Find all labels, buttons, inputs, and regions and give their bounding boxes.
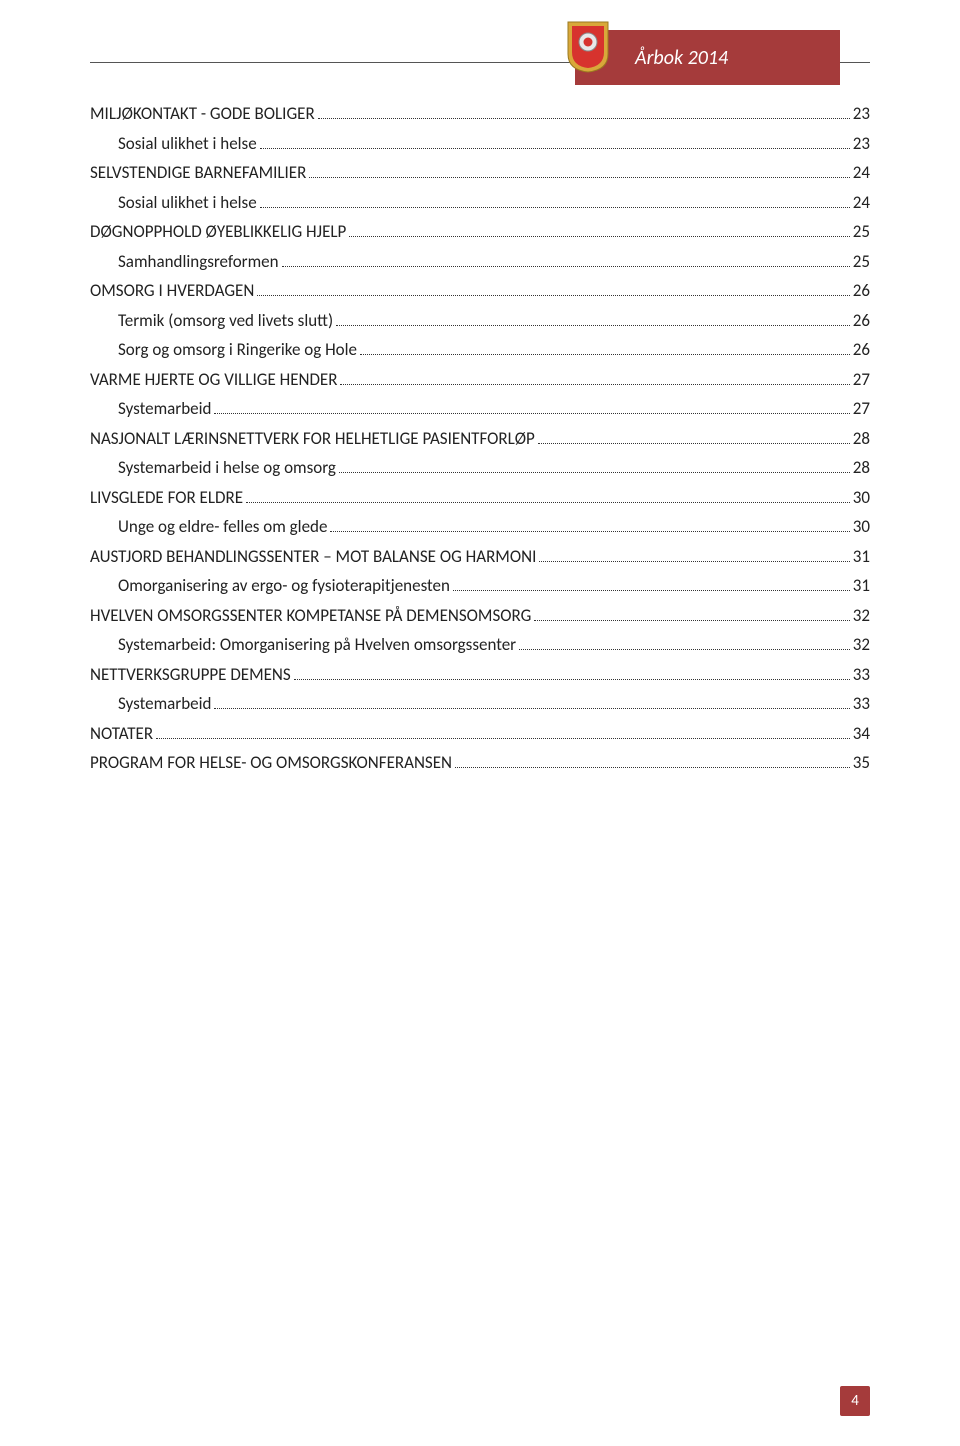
toc-entry[interactable]: Termik (omsorg ved livets slutt) 26 (90, 312, 870, 329)
toc-entry-page: 30 (853, 489, 870, 506)
toc-entry-page: 27 (853, 371, 870, 388)
toc-leader-dots (538, 443, 850, 444)
toc-leader-dots (260, 207, 850, 208)
toc-entry[interactable]: OMSORG I HVERDAGEN 26 (90, 282, 870, 299)
toc-entry-label: LIVSGLEDE FOR ELDRE (90, 489, 243, 506)
toc-entry[interactable]: Systemarbeid i helse og omsorg 28 (90, 459, 870, 476)
toc-entry-page: 27 (853, 400, 870, 417)
toc-entry-page: 32 (853, 636, 870, 653)
toc-leader-dots (455, 767, 850, 768)
toc-entry-page: 24 (853, 164, 870, 181)
toc-entry-label: SELVSTENDIGE BARNEFAMILIER (90, 164, 306, 181)
page-number-badge: 4 (840, 1386, 870, 1416)
toc-entry[interactable]: Sosial ulikhet i helse 23 (90, 135, 870, 152)
toc-entry-page: 32 (853, 607, 870, 624)
toc-entry-label: MILJØKONTAKT - GODE BOLIGER (90, 105, 315, 122)
toc-entry-page: 25 (853, 223, 870, 240)
toc-entry-label: Systemarbeid (118, 695, 211, 712)
toc-entry-page: 28 (853, 459, 870, 476)
shield-icon (566, 20, 610, 74)
toc-leader-dots (360, 354, 850, 355)
toc-entry-page: 24 (853, 194, 870, 211)
toc-entry[interactable]: Sorg og omsorg i Ringerike og Hole 26 (90, 341, 870, 358)
toc-entry-page: 34 (853, 725, 870, 742)
toc-entry-page: 28 (853, 430, 870, 447)
toc-entry-label: NOTATER (90, 725, 153, 742)
toc-leader-dots (534, 620, 849, 621)
toc-entry-label: OMSORG I HVERDAGEN (90, 282, 254, 299)
toc-entry[interactable]: Samhandlingsreformen 25 (90, 253, 870, 270)
toc-entry-label: Systemarbeid i helse og omsorg (118, 459, 336, 476)
toc-entry-page: 30 (853, 518, 870, 535)
toc-entry-page: 33 (853, 695, 870, 712)
toc-entry-page: 26 (853, 312, 870, 329)
toc-entry-label: Systemarbeid (118, 400, 211, 417)
toc-entry[interactable]: MILJØKONTAKT - GODE BOLIGER 23 (90, 105, 870, 122)
toc-entry-label: Systemarbeid: Omorganisering på Hvelven … (118, 636, 516, 653)
toc-entry-page: 33 (853, 666, 870, 683)
header-banner: Årbok 2014 (575, 30, 840, 85)
toc-entry-page: 26 (853, 282, 870, 299)
page-number: 4 (851, 1392, 859, 1410)
toc-entry[interactable]: PROGRAM FOR HELSE- OG OMSORGSKONFERANSEN… (90, 754, 870, 771)
toc-entry[interactable]: VARME HJERTE OG VILLIGE HENDER 27 (90, 371, 870, 388)
page-header: Årbok 2014 (90, 20, 870, 82)
toc-leader-dots (294, 679, 850, 680)
toc-leader-dots (453, 590, 850, 591)
toc-entry[interactable]: LIVSGLEDE FOR ELDRE 30 (90, 489, 870, 506)
toc-leader-dots (257, 295, 849, 296)
toc-entry[interactable]: Unge og eldre- felles om glede 30 (90, 518, 870, 535)
toc-entry-label: Omorganisering av ergo- og fysioterapitj… (118, 577, 450, 594)
toc-leader-dots (156, 738, 850, 739)
table-of-contents: MILJØKONTAKT - GODE BOLIGER 23Sosial uli… (90, 105, 870, 784)
toc-entry[interactable]: NASJONALT LÆRINSNETTVERK FOR HELHETLIGE … (90, 430, 870, 447)
toc-entry-label: NETTVERKSGRUPPE DEMENS (90, 666, 291, 683)
toc-entry-page: 26 (853, 341, 870, 358)
toc-entry[interactable]: DØGNOPPHOLD ØYEBLIKKELIG HJELP 25 (90, 223, 870, 240)
toc-entry[interactable]: Systemarbeid 27 (90, 400, 870, 417)
toc-entry[interactable]: SELVSTENDIGE BARNEFAMILIER 24 (90, 164, 870, 181)
toc-leader-dots (519, 649, 850, 650)
toc-leader-dots (539, 561, 849, 562)
toc-leader-dots (340, 384, 849, 385)
toc-entry-page: 35 (853, 754, 870, 771)
toc-entry-page: 23 (853, 105, 870, 122)
toc-entry-label: Sorg og omsorg i Ringerike og Hole (118, 341, 357, 358)
toc-leader-dots (214, 413, 849, 414)
toc-entry-label: HVELVEN OMSORGSSENTER KOMPETANSE PÅ DEME… (90, 607, 531, 624)
toc-entry-label: NASJONALT LÆRINSNETTVERK FOR HELHETLIGE … (90, 430, 535, 447)
toc-leader-dots (309, 177, 849, 178)
toc-entry-label: Unge og eldre- felles om glede (118, 518, 327, 535)
toc-entry[interactable]: Systemarbeid: Omorganisering på Hvelven … (90, 636, 870, 653)
toc-entry-label: DØGNOPPHOLD ØYEBLIKKELIG HJELP (90, 223, 346, 240)
toc-entry[interactable]: Omorganisering av ergo- og fysioterapitj… (90, 577, 870, 594)
toc-entry-label: PROGRAM FOR HELSE- OG OMSORGSKONFERANSEN (90, 754, 452, 771)
toc-entry[interactable]: AUSTJORD BEHANDLINGSSENTER – MOT BALANSE… (90, 548, 870, 565)
toc-leader-dots (336, 325, 850, 326)
toc-entry-label: VARME HJERTE OG VILLIGE HENDER (90, 371, 337, 388)
toc-leader-dots (214, 708, 849, 709)
toc-entry[interactable]: NOTATER 34 (90, 725, 870, 742)
toc-entry-label: Termik (omsorg ved livets slutt) (118, 312, 333, 329)
toc-entry[interactable]: Sosial ulikhet i helse 24 (90, 194, 870, 211)
toc-leader-dots (330, 531, 849, 532)
header-title: Årbok 2014 (635, 46, 728, 70)
toc-entry-page: 31 (853, 548, 870, 565)
toc-entry-label: Samhandlingsreformen (118, 253, 279, 270)
toc-leader-dots (282, 266, 850, 267)
toc-entry-label: Sosial ulikhet i helse (118, 135, 257, 152)
toc-entry-label: AUSTJORD BEHANDLINGSSENTER – MOT BALANSE… (90, 548, 536, 565)
toc-entry[interactable]: Systemarbeid 33 (90, 695, 870, 712)
toc-leader-dots (349, 236, 849, 237)
toc-leader-dots (318, 118, 850, 119)
toc-leader-dots (339, 472, 850, 473)
toc-leader-dots (246, 502, 850, 503)
toc-entry-label: Sosial ulikhet i helse (118, 194, 257, 211)
toc-entry-page: 23 (853, 135, 870, 152)
toc-entry[interactable]: NETTVERKSGRUPPE DEMENS 33 (90, 666, 870, 683)
toc-leader-dots (260, 148, 850, 149)
toc-entry-page: 25 (853, 253, 870, 270)
toc-entry[interactable]: HVELVEN OMSORGSSENTER KOMPETANSE PÅ DEME… (90, 607, 870, 624)
toc-entry-page: 31 (853, 577, 870, 594)
